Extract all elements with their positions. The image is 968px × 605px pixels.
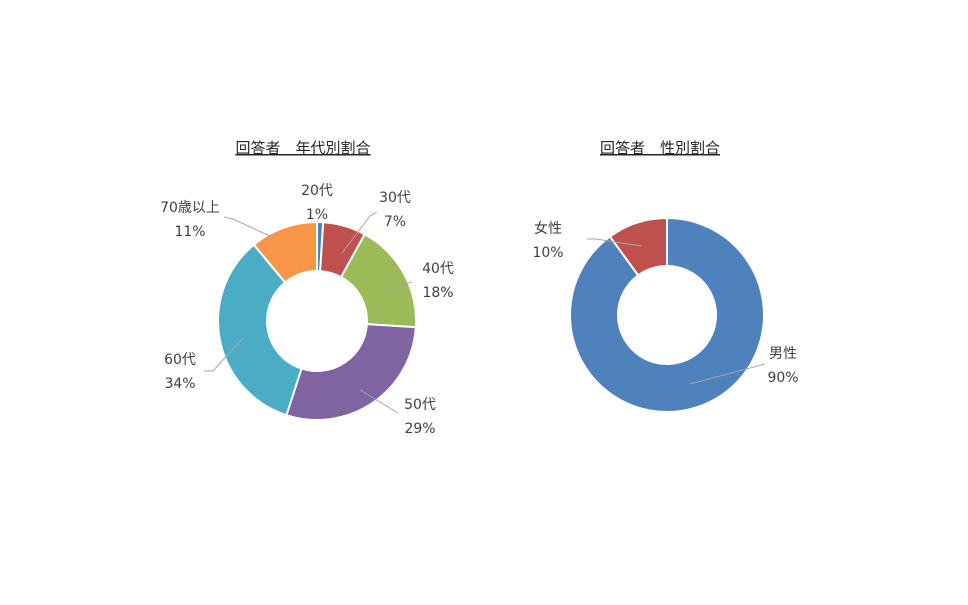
- age-leader-60s: [204, 337, 244, 372]
- age-leader-70plus: [223, 216, 275, 239]
- gender-donut-chart: 回答者 性別割合 男性 90% 女性 10%: [532, 139, 799, 413]
- age-chart-title: 回答者 年代別割合: [235, 139, 370, 157]
- age-value-label-20s: 1%: [306, 207, 328, 223]
- gender-slices: [569, 216, 765, 413]
- age-data-labels: 20代 1% 30代 7% 40代 18% 50代 29% 60代 34% 70歳以上 11%: [160, 183, 454, 437]
- age-category-label-30s: 30代: [379, 190, 411, 206]
- gender-slice-male: [569, 216, 765, 413]
- gender-leader-female: [587, 238, 643, 247]
- age-slice-60s: [217, 243, 303, 417]
- age-value-label-30s: 7%: [384, 214, 406, 230]
- gender-value-label-male: 90%: [767, 370, 798, 386]
- age-category-label-40s: 40代: [422, 261, 454, 277]
- age-donut-chart: 回答者 年代別割合 20代 1% 30代 7% 40代 18% 50代 29% 60代 34% 70…: [160, 139, 454, 437]
- age-value-label-50s: 29%: [404, 421, 435, 437]
- age-leader-lines: [204, 211, 413, 414]
- age-category-label-50s: 50代: [404, 397, 436, 413]
- age-value-label-60s: 34%: [164, 376, 195, 392]
- age-value-label-70plus: 11%: [174, 224, 205, 240]
- gender-data-labels: 男性 90% 女性 10%: [532, 220, 798, 386]
- age-value-label-40s: 18%: [422, 285, 453, 301]
- age-category-label-70plus: 70歳以上: [160, 200, 220, 216]
- age-leader-40s: [379, 281, 413, 293]
- age-leader-50s: [359, 389, 399, 414]
- age-slice-50s: [285, 323, 417, 421]
- age-leader-30s: [341, 211, 378, 254]
- gender-chart-title: 回答者 性別割合: [600, 139, 720, 157]
- gender-leader-male: [689, 363, 766, 385]
- gender-category-label-male: 男性: [769, 346, 797, 362]
- gender-slice-female: [608, 216, 668, 277]
- age-slice-70plus: [252, 220, 318, 284]
- age-category-label-20s: 20代: [301, 183, 333, 199]
- age-category-label-60s: 60代: [164, 352, 196, 368]
- age-slices: [217, 220, 417, 421]
- gender-category-label-female: 女性: [534, 220, 562, 237]
- gender-leader-lines: [587, 238, 766, 385]
- gender-value-label-female: 10%: [532, 245, 563, 261]
